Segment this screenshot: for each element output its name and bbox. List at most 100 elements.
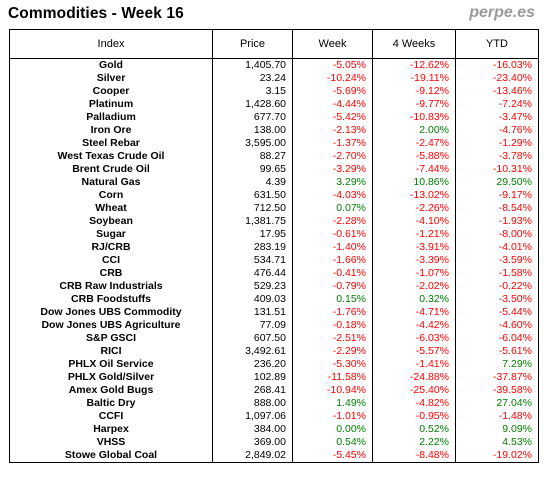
ytd-change-cell: -19.02% xyxy=(455,449,539,463)
brand-watermark: perpe.es xyxy=(469,4,535,21)
table-row: Harpex 384.00 0.00% 0.52% 9.09% xyxy=(9,423,539,436)
table-row: Platinum 1,428.60 -4.44% -9.77% -7.24% xyxy=(9,98,539,111)
column-header-index: Index xyxy=(9,29,213,59)
price-cell: 607.50 xyxy=(212,332,293,345)
four-week-change-cell: -1.41% xyxy=(372,358,456,371)
four-week-change-cell: -4.10% xyxy=(372,215,456,228)
week-change-cell: 0.54% xyxy=(292,436,373,449)
index-cell: RJ/CRB xyxy=(9,241,213,254)
ytd-change-cell: -3.78% xyxy=(455,150,539,163)
commodities-table: Index Price Week 4 Weeks YTD Gold 1,405.7… xyxy=(9,29,539,463)
index-cell: Dow Jones UBS Agriculture xyxy=(9,319,213,332)
price-cell: 131.51 xyxy=(212,306,293,319)
four-week-change-cell: -5.88% xyxy=(372,150,456,163)
table-row: Palladium 677.70 -5.42% -10.83% -3.47% xyxy=(9,111,539,124)
table-row: VHSS 369.00 0.54% 2.22% 4.53% xyxy=(9,436,539,449)
price-cell: 631.50 xyxy=(212,189,293,202)
four-week-change-cell: -1.07% xyxy=(372,267,456,280)
price-cell: 3,492.61 xyxy=(212,345,293,358)
index-cell: Silver xyxy=(9,72,213,85)
week-change-cell: -2.51% xyxy=(292,332,373,345)
ytd-change-cell: -0.22% xyxy=(455,280,539,293)
week-change-cell: -5.05% xyxy=(292,58,373,72)
week-change-cell: -10.94% xyxy=(292,384,373,397)
week-change-cell: -5.42% xyxy=(292,111,373,124)
index-cell: Harpex xyxy=(9,423,213,436)
index-cell: Dow Jones UBS Commodity xyxy=(9,306,213,319)
week-change-cell: -0.61% xyxy=(292,228,373,241)
four-week-change-cell: -13.02% xyxy=(372,189,456,202)
price-cell: 1,405.70 xyxy=(212,58,293,72)
table-row: PHLX Oil Service 236.20 -5.30% -1.41% 7.29% xyxy=(9,358,539,371)
four-week-change-cell: -25.40% xyxy=(372,384,456,397)
index-cell: Stowe Global Coal xyxy=(9,449,213,463)
week-change-cell: 1.49% xyxy=(292,397,373,410)
ytd-change-cell: -9.17% xyxy=(455,189,539,202)
index-cell: Palladium xyxy=(9,111,213,124)
price-cell: 384.00 xyxy=(212,423,293,436)
week-change-cell: 0.00% xyxy=(292,423,373,436)
table-row: Natural Gas 4.39 3.29% 10.86% 29.50% xyxy=(9,176,539,189)
ytd-change-cell: -13.46% xyxy=(455,85,539,98)
column-header-price: Price xyxy=(212,29,293,59)
index-cell: RICI xyxy=(9,345,213,358)
week-change-cell: -5.45% xyxy=(292,449,373,463)
index-cell: Corn xyxy=(9,189,213,202)
ytd-change-cell: -10.31% xyxy=(455,163,539,176)
ytd-change-cell: -1.93% xyxy=(455,215,539,228)
week-change-cell: -2.28% xyxy=(292,215,373,228)
ytd-change-cell: -1.48% xyxy=(455,410,539,423)
table-row: S&P GSCI 607.50 -2.51% -6.03% -6.04% xyxy=(9,332,539,345)
week-change-cell: -11.58% xyxy=(292,371,373,384)
week-change-cell: -2.70% xyxy=(292,150,373,163)
index-cell: Cooper xyxy=(9,85,213,98)
ytd-change-cell: -6.04% xyxy=(455,332,539,345)
four-week-change-cell: -3.91% xyxy=(372,241,456,254)
ytd-change-cell: -16.03% xyxy=(455,58,539,72)
column-header-4-weeks: 4 Weeks xyxy=(372,29,456,59)
four-week-change-cell: -4.82% xyxy=(372,397,456,410)
four-week-change-cell: -0.95% xyxy=(372,410,456,423)
week-change-cell: -4.44% xyxy=(292,98,373,111)
table-header-row: Index Price Week 4 Weeks YTD xyxy=(9,29,539,59)
index-cell: West Texas Crude Oil xyxy=(9,150,213,163)
table-row: Stowe Global Coal 2,849.02 -5.45% -8.48% -19… xyxy=(9,449,539,463)
week-change-cell: -0.18% xyxy=(292,319,373,332)
week-change-cell: 0.15% xyxy=(292,293,373,306)
ytd-change-cell: -4.01% xyxy=(455,241,539,254)
table-row: CRB Raw Industrials 529.23 -0.79% -2.02% -0.… xyxy=(9,280,539,293)
four-week-change-cell: 0.32% xyxy=(372,293,456,306)
ytd-change-cell: -8.00% xyxy=(455,228,539,241)
table-row: Wheat 712.50 0.07% -2.26% -8.54% xyxy=(9,202,539,215)
ytd-change-cell: 29.50% xyxy=(455,176,539,189)
price-cell: 236.20 xyxy=(212,358,293,371)
price-cell: 534.71 xyxy=(212,254,293,267)
week-change-cell: -1.76% xyxy=(292,306,373,319)
four-week-change-cell: -4.42% xyxy=(372,319,456,332)
ytd-change-cell: -3.50% xyxy=(455,293,539,306)
four-week-change-cell: 0.52% xyxy=(372,423,456,436)
table-row: Cooper 3.15 -5.69% -9.12% -13.46% xyxy=(9,85,539,98)
ytd-change-cell: -39.58% xyxy=(455,384,539,397)
ytd-change-cell: -7.24% xyxy=(455,98,539,111)
table-row: Gold 1,405.70 -5.05% -12.62% -16.03% xyxy=(9,58,539,72)
table-body: Gold 1,405.70 -5.05% -12.62% -16.03% Silver 23… xyxy=(9,58,539,463)
price-cell: 3.15 xyxy=(212,85,293,98)
table-row: RJ/CRB 283.19 -1.40% -3.91% -4.01% xyxy=(9,241,539,254)
index-cell: Natural Gas xyxy=(9,176,213,189)
price-cell: 529.23 xyxy=(212,280,293,293)
price-cell: 138.00 xyxy=(212,124,293,137)
price-cell: 23.24 xyxy=(212,72,293,85)
week-change-cell: -1.37% xyxy=(292,137,373,150)
table-row: Silver 23.24 -10.24% -19.11% -23.40% xyxy=(9,72,539,85)
week-change-cell: -5.69% xyxy=(292,85,373,98)
week-change-cell: -3.29% xyxy=(292,163,373,176)
table-row: Soybean 1,381.75 -2.28% -4.10% -1.93% xyxy=(9,215,539,228)
index-cell: Baltic Dry xyxy=(9,397,213,410)
ytd-change-cell: -5.44% xyxy=(455,306,539,319)
week-change-cell: -2.29% xyxy=(292,345,373,358)
four-week-change-cell: -8.48% xyxy=(372,449,456,463)
four-week-change-cell: 2.22% xyxy=(372,436,456,449)
index-cell: PHLX Gold/Silver xyxy=(9,371,213,384)
week-change-cell: -10.24% xyxy=(292,72,373,85)
